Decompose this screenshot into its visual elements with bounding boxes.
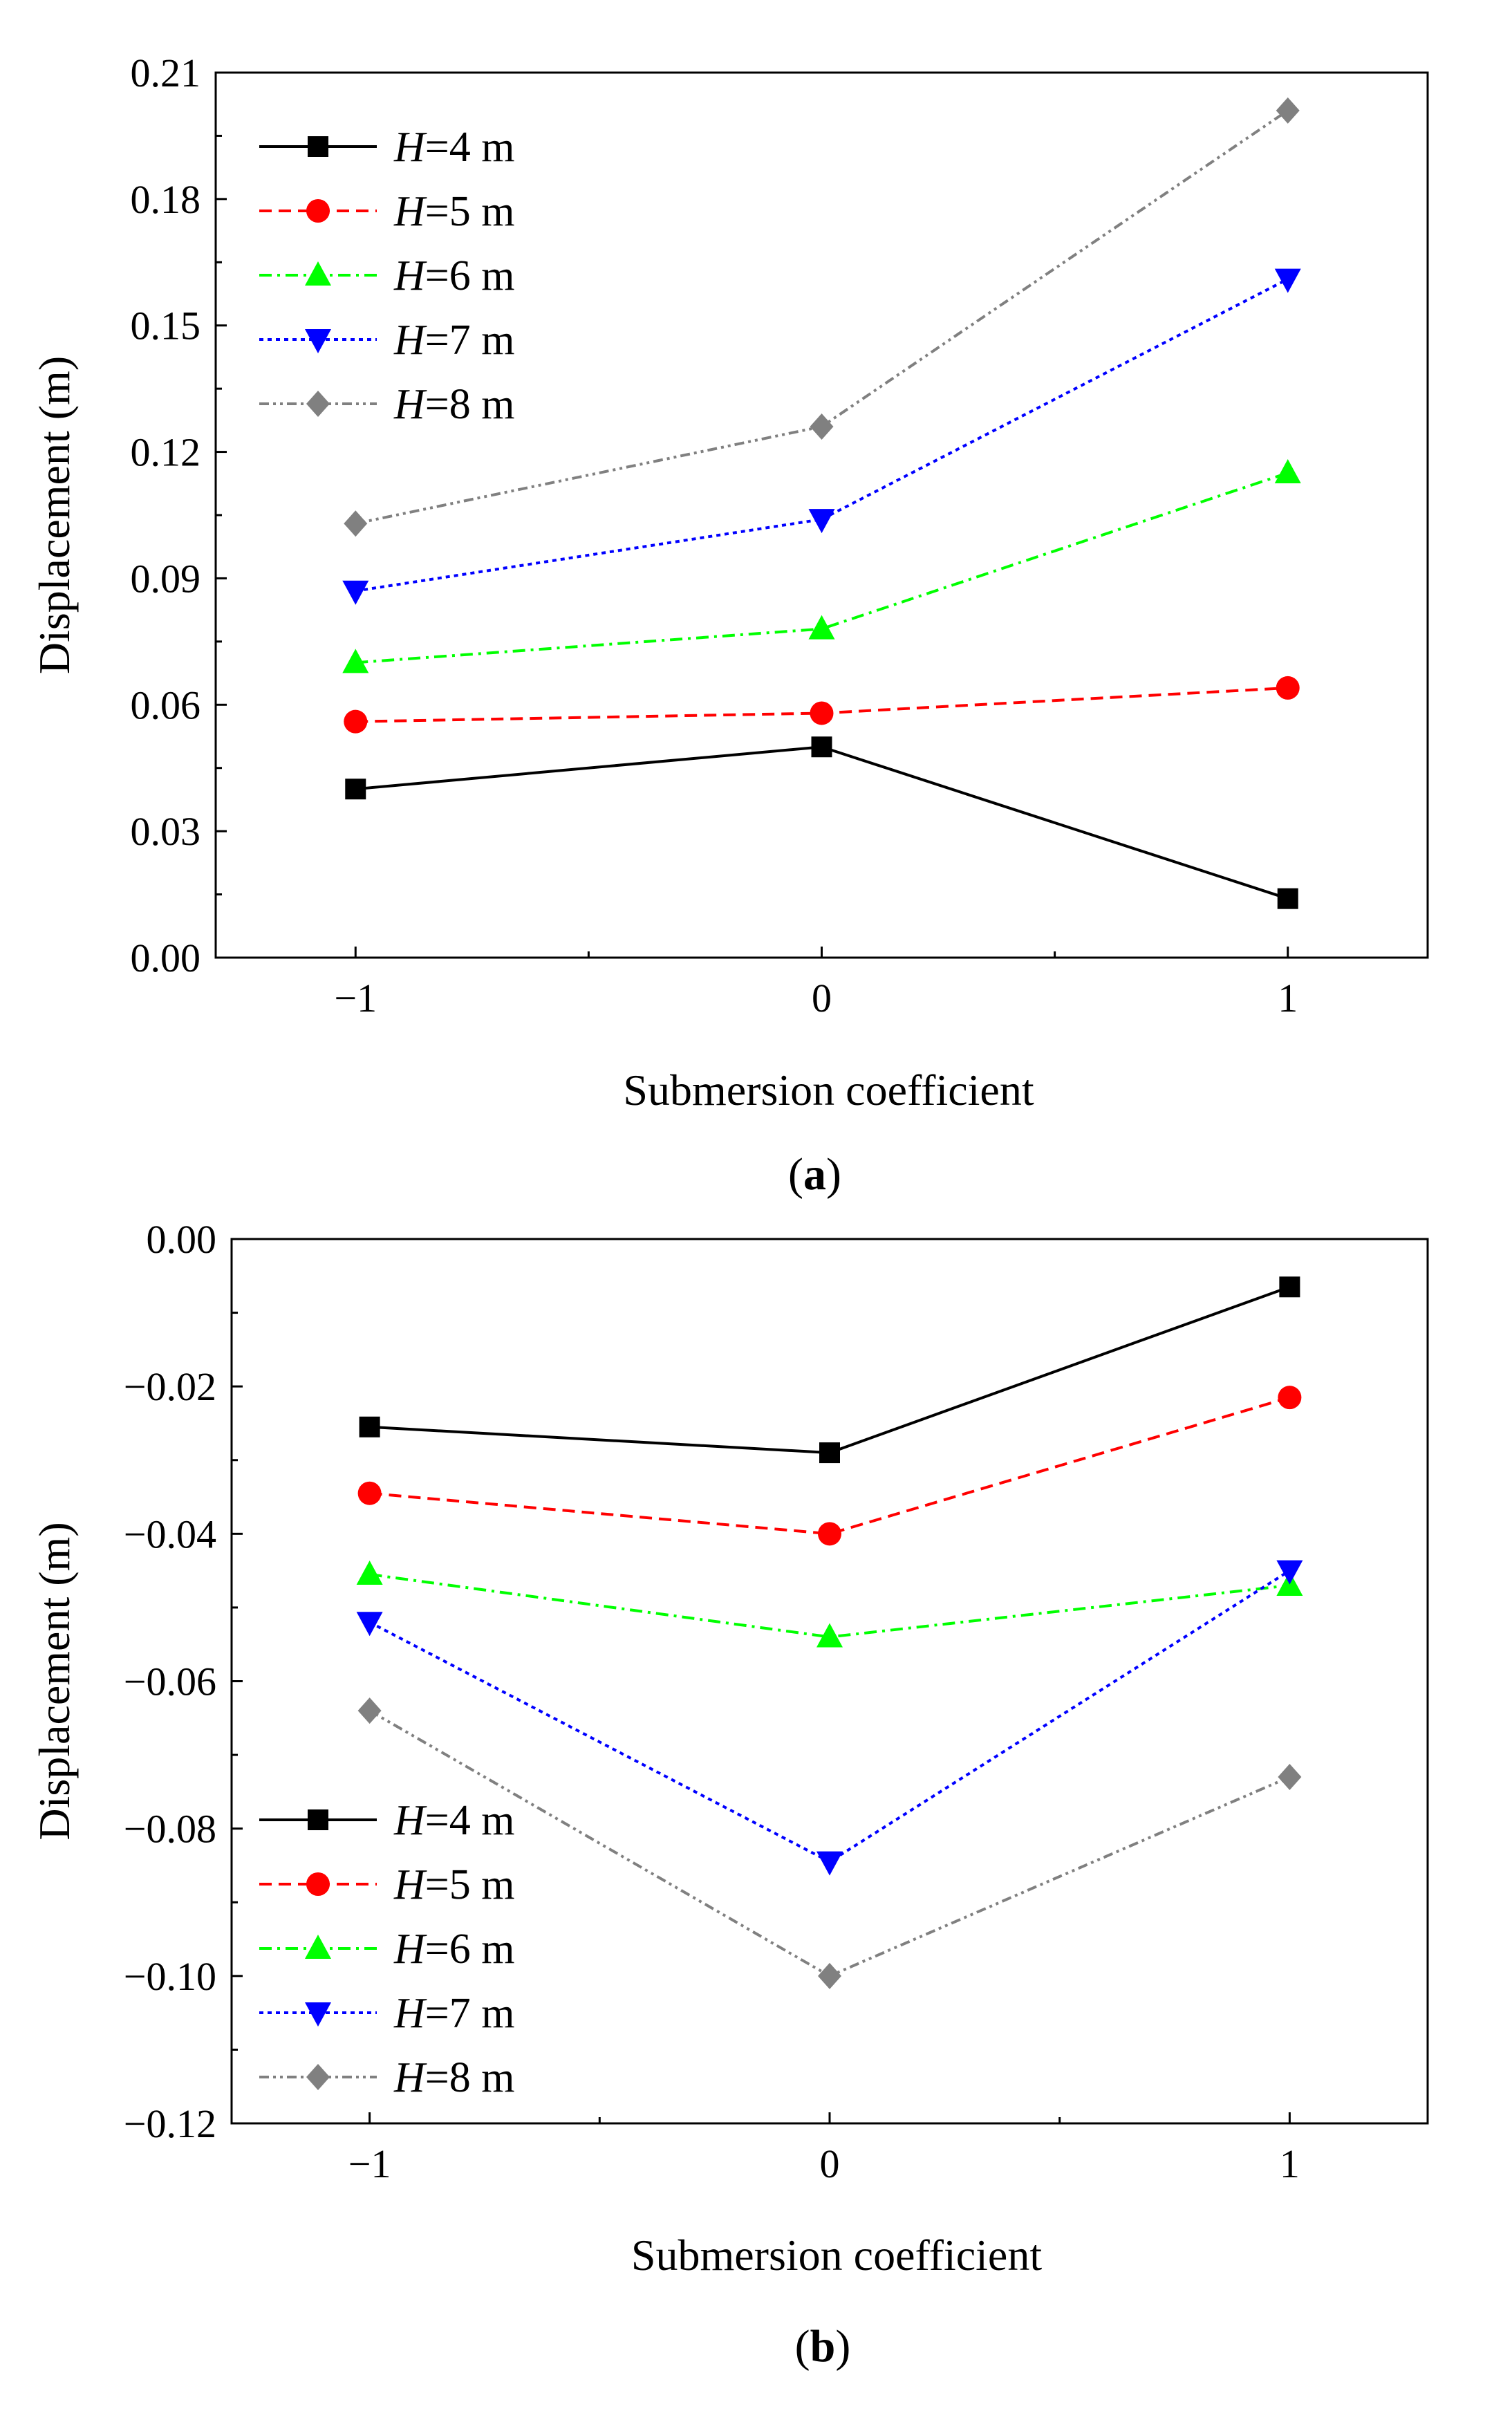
series-h-8-m [357,1697,1302,1989]
series-line [369,1285,1291,1455]
legend-marker [306,391,330,417]
data-point [810,701,834,725]
legend-label: H=5 m [393,188,514,235]
legend-marker [305,261,331,286]
y-tick-label: 0.21 [131,50,201,95]
data-point [1274,459,1301,484]
series-line [369,1396,1290,1536]
chart-panel-a: 0.00 0.03 0.06 0.09 0.12 0.15 0.18 0.21 −1 0 1 Subm… [30,50,1429,1200]
legend-label: H=7 m [393,317,514,364]
legend-label: H=6 m [393,1926,514,1973]
x-tick-label: 0 [812,976,832,1021]
legend-marker [305,2002,331,2027]
y-tick-label: −0.10 [124,1954,216,1999]
legend-label: H=4 m [393,1797,514,1844]
y-tick-label: 0.00 [131,935,201,980]
y-tick-label: −0.08 [124,1807,216,1852]
data-point [1274,268,1301,293]
data-point [344,510,368,537]
legend-marker [306,199,330,223]
x-tick-label: 1 [1278,976,1298,1021]
legend-label: H=7 m [393,1990,514,2037]
data-point [811,736,832,758]
series-h-5-m [357,1386,1302,1546]
x-tick-label: 1 [1280,2141,1300,2186]
series-line [368,1569,1291,1863]
y-axis-label: Displacement (m) [30,1522,79,1840]
series-h-6-m [342,459,1301,673]
data-point [1279,1276,1300,1298]
data-point [1277,888,1298,909]
data-point [357,1697,382,1724]
legend-marker [308,136,328,157]
data-point [819,1442,840,1464]
legend-label: H=6 m [393,252,514,299]
series-line [369,1572,1290,1639]
legend-label: H=4 m [393,124,514,171]
data-point [818,1522,841,1546]
x-tick-label: −1 [348,2141,391,2186]
legend-marker [305,329,331,353]
y-tick-label: 0.06 [131,682,201,727]
data-point [356,1560,383,1585]
series-line [355,745,1289,900]
data-point [344,709,368,734]
legend-label: H=8 m [393,2054,514,2101]
y-tick-label: −0.04 [124,1511,216,1556]
data-point [816,1851,843,1876]
legend-label: H=5 m [393,1861,514,1908]
y-tick-label: 0.18 [131,177,201,222]
y-tick-label: −0.02 [124,1364,216,1409]
legend-marker [308,1809,328,1830]
data-point [810,413,834,440]
data-point [1278,1764,1302,1791]
y-tick-label: 0.03 [131,809,201,854]
y-tick-label: 0.00 [147,1217,217,1262]
series-h-7-m [356,1560,1303,1876]
data-point [1278,1386,1302,1410]
chart-panel-b: 0.00 −0.02 −0.04 −0.06 −0.08 −0.10 −0.12 −1 0 1 Su… [30,1217,1429,2372]
panel-caption: (a) [788,1149,841,1200]
series-h-4-m [345,736,1298,909]
data-point [342,580,369,605]
data-point [816,1623,843,1648]
legend-label: H=8 m [393,381,514,428]
y-axis-label: Displacement (m) [30,356,79,674]
data-point [357,1481,382,1505]
x-tick-label: 0 [820,2141,840,2186]
x-tick-label: −1 [334,976,377,1021]
y-tick-label: −0.12 [124,2101,216,2146]
data-point [342,649,369,673]
series-h-8-m [344,97,1300,537]
y-tick-label: 0.15 [131,304,201,348]
series-h-7-m [342,268,1301,605]
legend-marker [305,1935,331,1959]
data-point [1276,97,1300,124]
y-tick-label: 0.12 [131,430,201,475]
legend-marker [306,2064,330,2090]
series-h-6-m [356,1560,1303,1648]
data-point [1276,1560,1303,1585]
data-point [356,1612,383,1637]
y-tick-label: 0.09 [131,556,201,601]
x-axis-label: Submersion coefficient [631,2231,1042,2280]
data-point [808,509,835,534]
series-h-5-m [344,676,1300,734]
x-axis-label: Submersion coefficient [623,1065,1034,1115]
data-point [818,1962,841,1989]
series-h-4-m [359,1276,1300,1464]
panel-caption: (b) [795,2321,851,2372]
data-point [808,615,835,640]
data-point [1276,676,1300,700]
legend-marker [306,1872,330,1896]
data-point [345,779,366,800]
y-tick-label: −0.06 [124,1659,216,1704]
data-point [359,1416,380,1437]
